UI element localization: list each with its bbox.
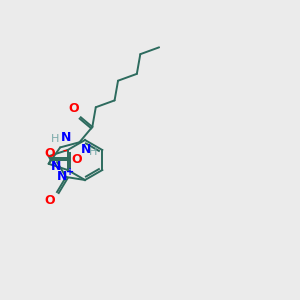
Text: -: - — [62, 146, 67, 156]
Text: H: H — [88, 147, 97, 157]
Text: O: O — [68, 102, 79, 115]
Text: N: N — [57, 170, 67, 184]
Text: N: N — [80, 143, 91, 156]
Text: N: N — [51, 160, 61, 173]
Text: +: + — [66, 167, 74, 177]
Text: O: O — [72, 154, 82, 166]
Text: H: H — [51, 134, 59, 144]
Text: O: O — [44, 194, 55, 207]
Text: O: O — [44, 147, 55, 160]
Text: N: N — [61, 131, 71, 144]
